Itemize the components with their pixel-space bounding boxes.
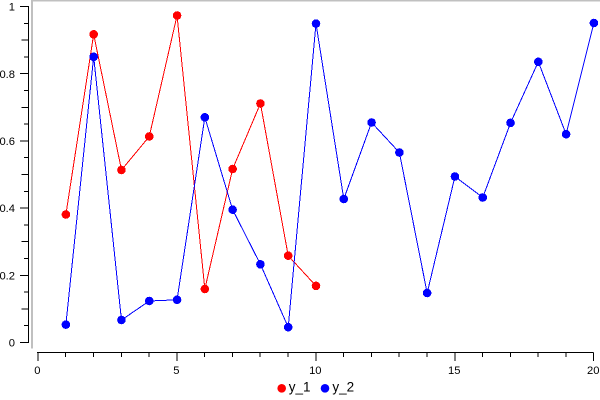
- svg-text:0: 0: [9, 338, 15, 350]
- svg-text:0.6: 0.6: [0, 136, 15, 148]
- svg-text:y_2: y_2: [332, 380, 354, 395]
- svg-text:0: 0: [34, 365, 40, 377]
- svg-text:0.2: 0.2: [0, 270, 15, 282]
- svg-text:1: 1: [9, 2, 15, 14]
- svg-text:5: 5: [173, 365, 179, 377]
- svg-text:20: 20: [587, 365, 599, 377]
- svg-text:10: 10: [309, 365, 321, 377]
- svg-text:y_1: y_1: [289, 380, 311, 395]
- svg-text:0.4: 0.4: [0, 203, 15, 215]
- svg-text:0.8: 0.8: [0, 69, 15, 81]
- svg-text:15: 15: [448, 365, 460, 377]
